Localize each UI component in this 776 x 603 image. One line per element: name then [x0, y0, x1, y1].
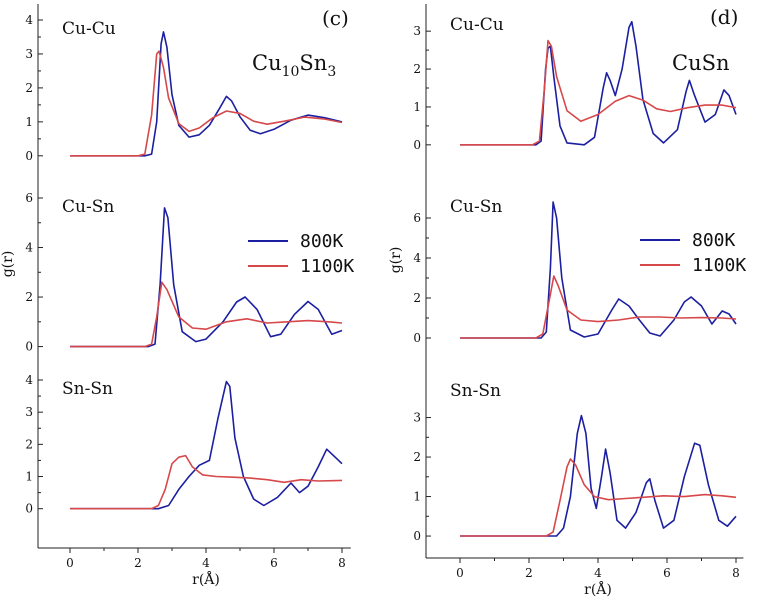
legend-label-1100k: 1100K	[300, 256, 354, 277]
series-line-1100k-cu-cu	[70, 50, 343, 157]
composition-sub2: 3	[327, 64, 336, 80]
y-tick-label: 0	[413, 138, 421, 152]
series-line-1100k-sn-sn	[460, 458, 737, 537]
y-tick-label: 6	[413, 211, 421, 225]
y-tick-label: 2	[25, 437, 33, 451]
y-tick-label: 2	[413, 450, 421, 464]
panel-d: 0 2 4 6 8 r(Å) g(r) 0 1 2 3 Cu-Cu 0 2 4 6 Cu-Sn 0 1 2 3 Sn-Sn…	[388, 4, 746, 598]
y-tick-label: 4	[25, 13, 33, 27]
y-tick-label: 3	[413, 411, 421, 425]
pair-label: Cu-Cu	[62, 19, 116, 39]
x-tick-label: 6	[663, 566, 671, 580]
y-tick-label: 2	[413, 62, 421, 76]
y-tick-label: 6	[25, 191, 33, 205]
y-tick-label: 4	[413, 251, 421, 265]
x-tick-label: 4	[202, 556, 210, 570]
y-tick-label: 1	[25, 115, 33, 129]
y-tick-label: 1	[413, 490, 421, 504]
series-line-1100k-cu-sn	[70, 281, 343, 348]
y-tick-label: 0	[25, 149, 33, 163]
composition-mid: Sn	[299, 51, 327, 75]
pair-label: Cu-Sn	[450, 197, 502, 217]
y-axis-label: g(r)	[388, 247, 404, 274]
series-line-1100k-sn-sn	[70, 454, 343, 510]
y-tick-label: 4	[25, 373, 33, 387]
y-tick-label: 2	[25, 81, 33, 95]
series-line-1100k-cu-cu	[460, 39, 737, 146]
composition-base: Cu	[252, 51, 282, 75]
series-line-800k-sn-sn	[460, 414, 737, 537]
y-tick-label: 0	[25, 340, 33, 354]
y-tick-label: 2	[413, 291, 421, 305]
series-line-1100k-cu-sn	[460, 275, 737, 339]
y-tick-label: 0	[413, 331, 421, 345]
panel-tag: (c)	[322, 6, 349, 30]
series-line-800k-sn-sn	[70, 380, 343, 510]
panel-c: 0 2 4 6 8 r(Å) g(r) 0 1 2 3 4 Cu-Cu 0 2 4 6 Cu-Sn 0 1 2 3 4 Sn-…	[0, 4, 354, 588]
x-axis-label: r(Å)	[192, 570, 220, 588]
series-line-800k-cu-sn	[460, 201, 737, 339]
pair-label: Cu-Cu	[450, 15, 504, 35]
y-tick-label: 4	[25, 241, 33, 255]
x-axis-label: r(Å)	[584, 580, 612, 598]
subplot-cu-cu: 0 1 2 3 Cu-Cu	[413, 15, 737, 152]
series-line-800k-cu-sn	[70, 207, 343, 348]
pair-label: Sn-Sn	[62, 379, 113, 399]
x-tick-label: 0	[456, 566, 464, 580]
legend-label-800k: 800K	[692, 230, 736, 251]
x-tick-label: 8	[338, 556, 346, 570]
legend-label-1100k: 1100K	[692, 255, 746, 276]
series-line-800k-cu-cu	[460, 20, 737, 146]
pair-label: Cu-Sn	[62, 197, 114, 217]
y-tick-label: 3	[25, 405, 33, 419]
series-line-800k-cu-cu	[70, 31, 343, 157]
pair-label: Sn-Sn	[450, 381, 501, 401]
x-tick-label: 8	[732, 566, 740, 580]
y-tick-label: 2	[25, 290, 33, 304]
y-axis-label: g(r)	[0, 251, 16, 278]
y-tick-label: 1	[413, 100, 421, 114]
y-tick-label: 3	[413, 24, 421, 38]
subplot-cu-cu: 0 1 2 3 4 Cu-Cu	[25, 13, 343, 163]
subplot-sn-sn: 0 1 2 3 4 Sn-Sn	[25, 373, 343, 516]
composition-base: CuSn	[672, 51, 730, 75]
y-tick-label: 3	[25, 47, 33, 61]
composition-label: Cu10Sn3	[252, 51, 336, 80]
subplot-cu-sn: 0 2 4 6 Cu-Sn	[25, 191, 343, 354]
subplot-cu-sn: 0 2 4 6 Cu-Sn	[413, 197, 737, 345]
subplot-sn-sn: 0 1 2 3 Sn-Sn	[413, 381, 737, 543]
panel-tag: (d)	[710, 5, 738, 29]
x-tick-label: 2	[525, 566, 533, 580]
y-tick-label: 1	[25, 470, 33, 484]
x-tick-label: 6	[270, 556, 278, 570]
composition-label: CuSn	[672, 51, 730, 75]
x-tick-label: 4	[594, 566, 602, 580]
legend-label-800k: 800K	[300, 231, 344, 252]
composition-sub1: 10	[282, 64, 300, 80]
y-tick-label: 0	[25, 502, 33, 516]
x-tick-label: 2	[134, 556, 142, 570]
x-tick-label: 0	[66, 556, 74, 570]
y-tick-label: 0	[413, 529, 421, 543]
